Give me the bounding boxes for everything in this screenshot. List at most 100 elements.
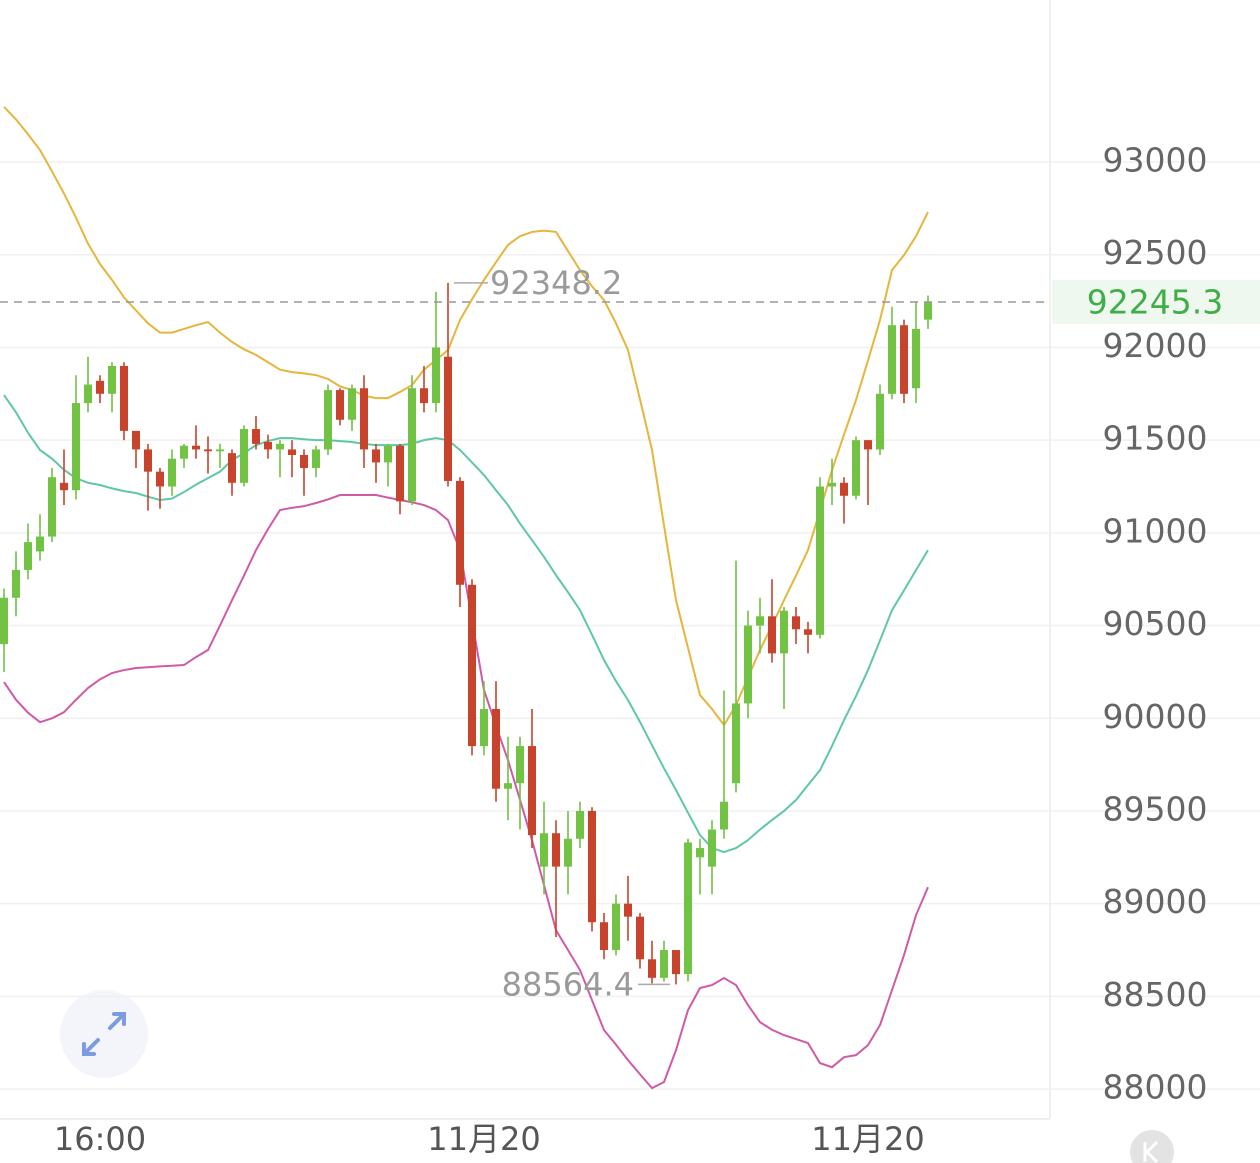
candle-body (300, 454, 308, 468)
candle-body (804, 629, 812, 635)
candle-body (516, 746, 524, 784)
candle-body (468, 584, 476, 747)
candle-body (660, 950, 668, 978)
candle-body (192, 445, 200, 450)
last-price-label: 92245.3 (1087, 282, 1223, 321)
candle-body (420, 388, 428, 404)
candle-body (252, 429, 260, 444)
candle-body (36, 536, 44, 552)
candle-body (132, 430, 140, 450)
candle-body (528, 746, 536, 836)
last-price-bg (1052, 279, 1260, 324)
candle-body (480, 708, 488, 747)
min-label: 88564.4 (502, 965, 634, 1003)
y-tick-label: 92500 (1103, 233, 1208, 272)
candle-body (168, 458, 176, 487)
candle-body (912, 328, 920, 389)
candle-body (576, 810, 584, 839)
candle-body (720, 801, 728, 830)
candle-body (396, 445, 404, 502)
candle-body (276, 443, 284, 450)
candle-body (0, 597, 8, 645)
candle-body (372, 449, 380, 463)
candle-body (204, 449, 212, 452)
y-tick-label: 89500 (1103, 789, 1208, 828)
candle-body (324, 390, 332, 450)
candle-body (672, 950, 680, 975)
candle-body (60, 482, 68, 491)
candle-body (180, 445, 188, 459)
candle-body (732, 703, 740, 784)
y-tick-label: 88000 (1103, 1068, 1208, 1107)
candle-body (24, 542, 32, 570)
candle-body (96, 380, 104, 394)
candle-body (456, 480, 464, 585)
candle-body (648, 959, 656, 978)
x-tick-label: 11月20 (811, 1120, 924, 1158)
candle-body (216, 449, 224, 452)
candle-body (888, 325, 896, 394)
candle-body (156, 471, 164, 487)
expand-button[interactable] (60, 990, 148, 1078)
candle-body (108, 365, 116, 394)
candle-body (624, 903, 632, 917)
candle-body (12, 569, 20, 598)
candle-body (312, 449, 320, 468)
expand-icon[interactable] (82, 1012, 126, 1056)
candle-body (600, 922, 608, 951)
y-tick-label: 91500 (1103, 419, 1208, 458)
y-tick-label: 89000 (1103, 882, 1208, 921)
candle-body (228, 453, 236, 483)
k-button[interactable] (1130, 1130, 1174, 1163)
candle-body (144, 449, 152, 472)
max-label: 92348.2 (490, 264, 622, 302)
candle-body (492, 708, 500, 789)
candle-body (852, 440, 860, 496)
candle-body (924, 301, 932, 320)
candle-body (684, 842, 692, 975)
candle-body (564, 838, 572, 867)
band-line (3, 394, 929, 854)
candle-body (744, 625, 752, 704)
x-tick-label: 11月20 (427, 1120, 540, 1158)
candle-body (816, 486, 824, 635)
candle-body (84, 384, 92, 404)
candle-body (588, 810, 596, 923)
candle-body (120, 365, 128, 431)
candle-body (240, 429, 248, 483)
candle-body (840, 482, 848, 496)
y-tick-label: 90000 (1103, 697, 1208, 736)
candle-body (876, 393, 884, 450)
candle-body (612, 903, 620, 951)
band-line (3, 494, 929, 1090)
candle-body (900, 325, 908, 394)
candle-body (540, 833, 548, 867)
candle-body (288, 449, 296, 455)
candle-body (504, 783, 512, 789)
candle-body (348, 388, 356, 420)
candle-body (780, 610, 788, 654)
y-tick-label: 92000 (1103, 326, 1208, 365)
y-tick-label: 93000 (1103, 141, 1208, 180)
candle-body (828, 482, 836, 487)
candle-body (636, 916, 644, 960)
candle-body (864, 440, 872, 450)
candle-body (72, 403, 80, 491)
candle-body (444, 356, 452, 481)
candle-body (48, 477, 56, 537)
candle-body (408, 388, 416, 502)
candle-body (696, 848, 704, 858)
band-line (3, 106, 929, 727)
y-tick-label: 88500 (1103, 975, 1208, 1014)
candle-body (264, 442, 272, 450)
y-tick-label: 91000 (1103, 511, 1208, 550)
candle-body (360, 388, 368, 450)
x-tick-label: 16:00 (54, 1120, 146, 1158)
candle-body (792, 616, 800, 630)
k-icon[interactable] (1143, 1140, 1159, 1163)
candle-body (336, 390, 344, 420)
candle-body (552, 833, 560, 867)
expand-button-bg[interactable] (60, 990, 148, 1078)
candle-body (384, 445, 392, 463)
